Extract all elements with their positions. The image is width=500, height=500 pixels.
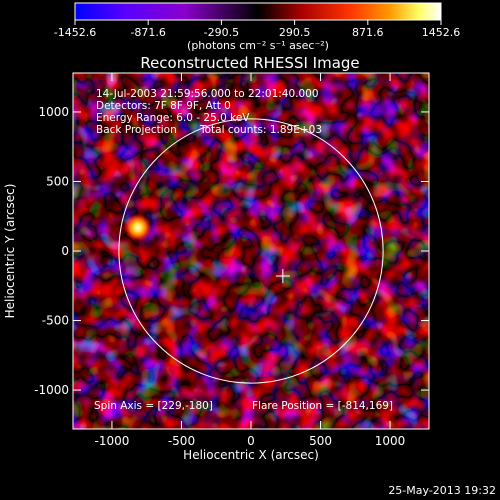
colorbar-ticks: -1452.6 -871.6 -290.5 290.5 871.6 1452.6 <box>54 20 460 39</box>
image-panel <box>73 73 429 429</box>
x-axis-ticks: -1000 -500 0 500 1000 <box>95 73 406 448</box>
colorbar-tick-label: -1452.6 <box>54 26 96 39</box>
emission-map <box>73 73 429 429</box>
y-tick-label: 0 <box>61 244 69 258</box>
detectors: Detectors: 7F 8F 9F, Att 0 <box>96 100 231 112</box>
energy-range: Energy Range: 6.0 - 25.0 keV <box>96 112 250 124</box>
plot-title: Reconstructed RHESSI Image <box>140 54 359 72</box>
colorbar-units: (photons cm⁻² s⁻¹ asec⁻²) <box>187 39 329 52</box>
footer-date: 25-May-2013 19:32 <box>388 484 496 497</box>
y-axis-label: Heliocentric Y (arcsec) <box>3 184 17 319</box>
x-tick-label: 500 <box>309 434 332 448</box>
bright-flare-source <box>123 213 152 242</box>
method: Back Projection <box>96 124 177 136</box>
total-counts: Total counts: 1.89E+03 <box>199 124 322 136</box>
colorbar-tick-label: 871.6 <box>352 26 384 39</box>
x-tick-label: 0 <box>247 434 255 448</box>
y-axis-ticks: -1000 -500 0 500 1000 <box>34 105 429 397</box>
solar-limb-circle <box>118 118 384 384</box>
colorbar-tick-label: -871.6 <box>130 26 165 39</box>
colorbar-tick-label: 290.5 <box>279 26 311 39</box>
colorbar: -1452.6 -871.6 -290.5 290.5 871.6 1452.6 (pho… <box>54 2 460 52</box>
y-tick-label: -500 <box>42 314 69 328</box>
spin-axis-cross <box>275 269 290 284</box>
x-tick-label: -1000 <box>95 434 130 448</box>
colorbar-tick-label: 1452.6 <box>422 26 461 39</box>
x-axis-label: Heliocentric X (arcsec) <box>183 448 319 462</box>
x-tick-label: -500 <box>168 434 195 448</box>
y-tick-label: -1000 <box>34 383 69 397</box>
colorbar-gradient <box>74 2 442 21</box>
spin-axis-text: Spin Axis = [229,-180] <box>94 400 213 412</box>
flare-position-text: Flare Position = [-814,169] <box>252 400 393 412</box>
y-tick-label: 1000 <box>38 105 69 119</box>
x-tick-label: 1000 <box>375 434 406 448</box>
annotations: 14-Jul-2003 21:59:56.000 to 22:01:40.000… <box>94 88 393 412</box>
colorbar-tick-label: -290.5 <box>204 26 239 39</box>
y-tick-label: 500 <box>46 174 69 188</box>
time-range: 14-Jul-2003 21:59:56.000 to 22:01:40.000 <box>96 88 319 100</box>
